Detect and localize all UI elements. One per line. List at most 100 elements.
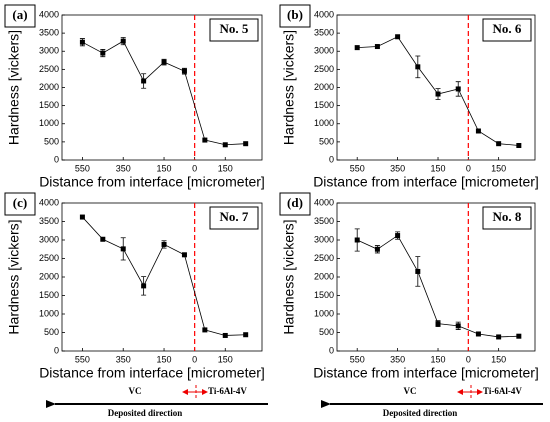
line: [82, 216, 246, 336]
point: [202, 137, 208, 143]
point: [374, 44, 380, 50]
y-tick-label: 3500: [39, 28, 59, 38]
x-axis-label: Distance from interface [micrometer]: [39, 365, 265, 381]
point: [202, 327, 208, 333]
point: [141, 78, 147, 84]
y-tick-label: 2500: [39, 64, 59, 74]
y-axis-label: Hardness [vickers]: [6, 219, 22, 334]
y-tick-label: 2000: [314, 271, 334, 281]
y-tick-label: 4000: [314, 9, 334, 19]
y-tick-label: 2500: [314, 64, 334, 74]
y-tick-label: 1500: [314, 100, 334, 110]
y-tick-label: 500: [44, 327, 59, 337]
point: [181, 252, 187, 258]
panel-label: (a): [12, 7, 27, 22]
y-tick-label: 1000: [39, 118, 59, 128]
x-tick-label: 550: [350, 163, 365, 173]
ti-label: Ti-6Al-4V: [483, 386, 522, 396]
y-tick-label: 3500: [39, 216, 59, 226]
y-tick-label: 3500: [314, 216, 334, 226]
x-tick-label: 150: [218, 163, 233, 173]
x-tick-label: 550: [75, 354, 90, 364]
point: [435, 91, 441, 97]
y-tick-label: 2000: [39, 271, 59, 281]
point: [161, 59, 167, 65]
panel-label: (d): [287, 195, 303, 210]
y-tick-label: 3000: [314, 234, 334, 244]
x-tick-label: 550: [350, 354, 365, 364]
x-axis-label: Distance from interface [micrometer]: [39, 174, 265, 190]
y-axis-label: Hardness [vickers]: [6, 30, 22, 145]
x-tick-label: 350: [116, 163, 131, 173]
point: [354, 45, 360, 51]
y-tick-label: 500: [44, 136, 59, 146]
x-tick-label: 150: [431, 354, 446, 364]
x-tick-label: 150: [157, 354, 172, 364]
x-tick-label: 150: [491, 354, 506, 364]
x-axis-label: Distance from interface [micrometer]: [313, 174, 539, 190]
point: [354, 237, 360, 243]
point: [415, 268, 421, 274]
point: [475, 331, 481, 337]
y-tick-label: 0: [329, 154, 334, 164]
sample-label-box: [209, 18, 259, 42]
point: [516, 143, 522, 148]
y-tick-label: 3000: [39, 234, 59, 244]
y-tick-label: 0: [329, 345, 334, 355]
sample-label: No. 6: [493, 21, 522, 36]
x-tick-label: 150: [218, 354, 233, 364]
y-tick-label: 4000: [314, 197, 334, 207]
point: [455, 323, 461, 329]
y-tick-label: 1000: [314, 308, 334, 318]
direction-label: Deposited direction: [383, 408, 458, 418]
y-tick-label: 3000: [314, 46, 334, 56]
point: [161, 241, 167, 247]
footer-left: VC Ti-6Al-4V Deposited direction: [46, 385, 268, 418]
vc-label: VC: [129, 386, 142, 396]
y-axis-label: Hardness [vickers]: [281, 219, 297, 334]
panel-label-box: [4, 4, 36, 28]
line: [82, 40, 246, 146]
footer-right: VC Ti-6Al-4V Deposited direction: [321, 385, 543, 418]
x-tick-label: 350: [390, 163, 405, 173]
point: [415, 64, 421, 70]
y-tick-label: 2500: [39, 253, 59, 263]
x-tick-label: 550: [75, 163, 90, 173]
y-tick-label: 500: [319, 327, 334, 337]
x-tick-label: 150: [157, 163, 172, 173]
point: [120, 246, 126, 252]
y-tick-label: 1500: [39, 100, 59, 110]
y-axis-label: Hardness [vickers]: [281, 30, 297, 145]
x-tick-label: 150: [431, 163, 446, 173]
point: [475, 128, 481, 134]
y-tick-label: 1000: [314, 118, 334, 128]
point: [120, 38, 126, 44]
panel-label-box: [279, 4, 311, 28]
point: [100, 236, 106, 242]
direction-label: Deposited direction: [108, 408, 183, 418]
point: [222, 142, 228, 148]
y-tick-label: 1500: [39, 290, 59, 300]
point: [222, 332, 228, 338]
x-tick-label: 0: [192, 354, 197, 364]
sample-label-box: [209, 206, 259, 230]
y-tick-label: 0: [54, 154, 59, 164]
point: [100, 50, 106, 56]
x-tick-label: 350: [390, 354, 405, 364]
x-tick-label: 350: [116, 354, 131, 364]
y-tick-label: 0: [54, 345, 59, 355]
sample-label-box: [482, 18, 532, 42]
point: [395, 34, 401, 40]
sample-label-box: [482, 206, 532, 230]
y-tick-label: 3000: [39, 46, 59, 56]
y-tick-label: 1500: [314, 290, 334, 300]
ti-label: Ti-6Al-4V: [208, 386, 247, 396]
vc-label: VC: [404, 386, 417, 396]
x-axis-label: Distance from interface [micrometer]: [313, 365, 539, 381]
point: [181, 68, 187, 74]
x-tick-label: 0: [466, 354, 471, 364]
